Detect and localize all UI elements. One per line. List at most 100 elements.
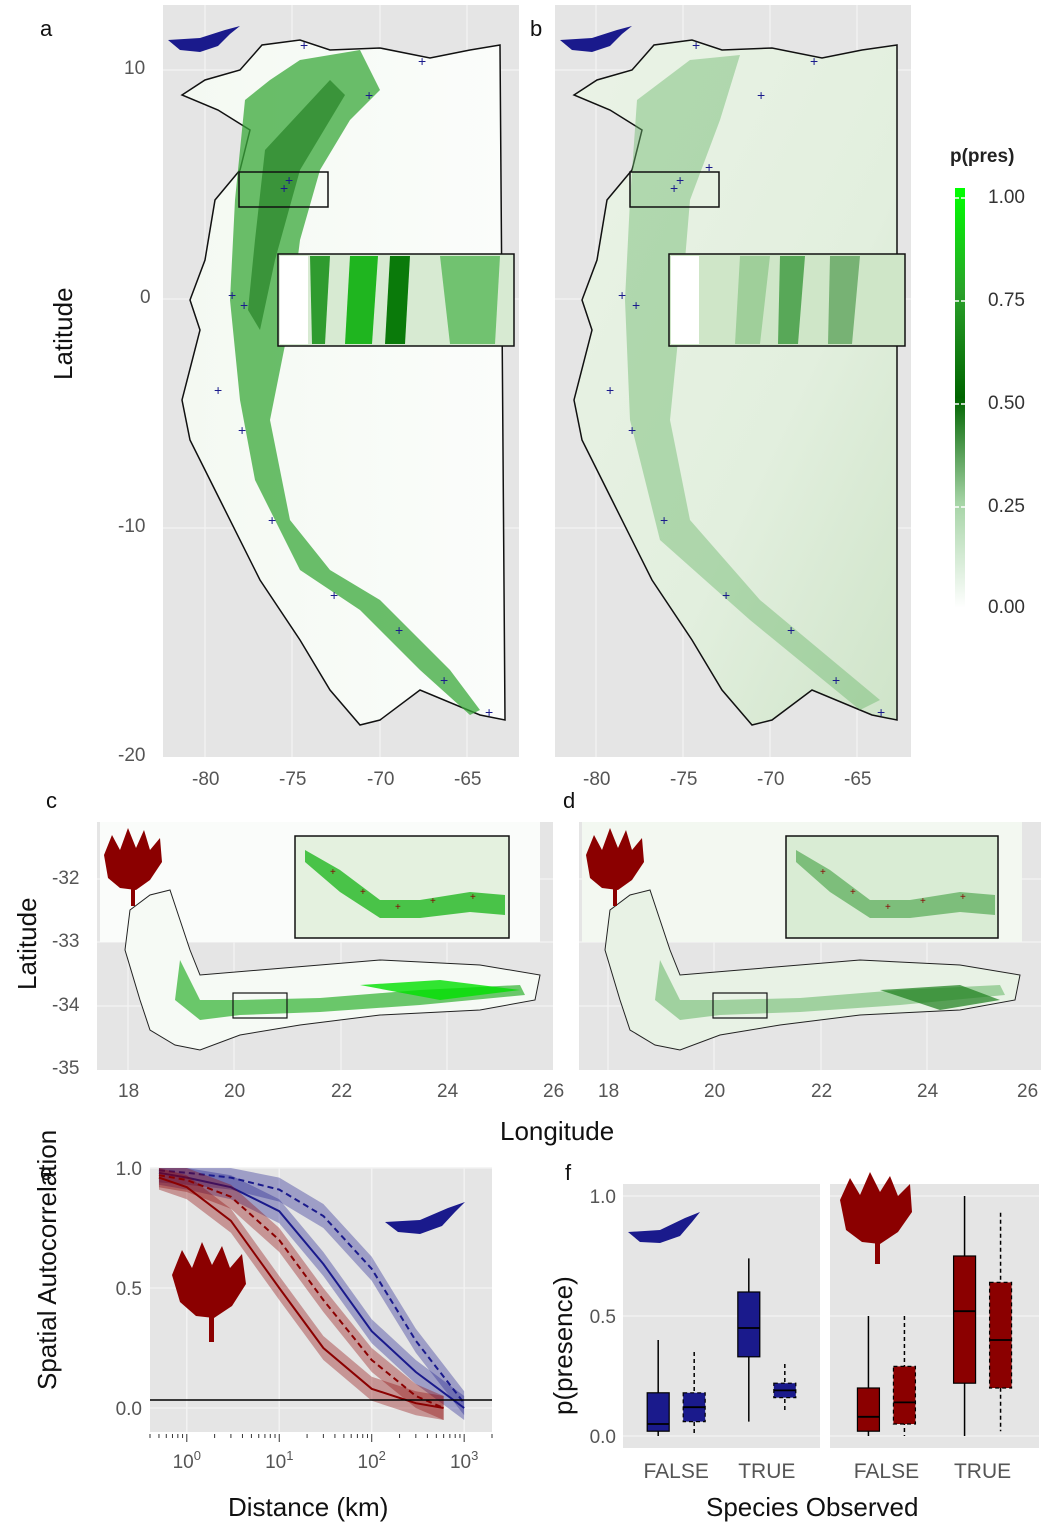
box (892, 1365, 917, 1425)
svg-text:+: + (485, 704, 493, 720)
xtick: TRUE (738, 1460, 795, 1483)
svg-text:+: + (820, 867, 826, 878)
svg-text:+: + (920, 896, 926, 907)
xtick: 101 (265, 1448, 293, 1473)
svg-text:+: + (430, 896, 436, 907)
ytick: 0.5 (590, 1307, 616, 1328)
xtick: 26 (543, 1081, 565, 1102)
inset-c: + + + + + (294, 835, 510, 939)
svg-text:+: + (722, 587, 730, 603)
bird-silhouette-icon (560, 26, 632, 52)
xtick: 22 (811, 1081, 833, 1102)
box (737, 1291, 761, 1358)
inset-a (277, 253, 515, 347)
svg-text:+: + (228, 287, 236, 303)
svg-text:+: + (238, 422, 246, 438)
svg-text:+: + (395, 622, 403, 638)
xtick: -70 (757, 769, 785, 790)
series-line (158, 1176, 444, 1409)
bottom-ylabel: Latitude (12, 897, 42, 990)
svg-text:+: + (280, 180, 288, 196)
ytick: 10 (124, 58, 146, 79)
xtick: 22 (331, 1081, 353, 1102)
ytick: -32 (52, 868, 80, 889)
xtick: 24 (917, 1081, 939, 1102)
ytick: 1.0 (116, 1159, 142, 1180)
svg-text:+: + (832, 672, 840, 688)
svg-text:+: + (365, 87, 373, 103)
svg-text:+: + (395, 902, 401, 913)
f-xlabel: Species Observed (706, 1492, 919, 1522)
xtick: -65 (844, 769, 872, 790)
legend-label: 0.75 (988, 290, 1025, 311)
series-line (158, 1169, 465, 1404)
e-ylabel: Spatial Autocorrelation (32, 1129, 62, 1390)
svg-text:+: + (628, 422, 636, 438)
svg-text:+: + (705, 159, 713, 175)
chart-e-svg: 1.0 0.5 0.0 100 101 102 103 (116, 1159, 493, 1473)
ytick: 1.0 (590, 1187, 616, 1208)
svg-text:+: + (618, 287, 626, 303)
bird-silhouette-icon (168, 26, 240, 52)
svg-text:+: + (670, 180, 678, 196)
top-maps-svg: +++ +++ +++ +++ ++ +++ +++ (163, 5, 965, 757)
protea-icon (840, 1172, 912, 1264)
map-panel-d: + + + + + (579, 822, 1041, 1070)
svg-text:+: + (877, 704, 885, 720)
svg-text:+: + (240, 297, 248, 313)
svg-text:+: + (632, 297, 640, 313)
svg-text:+: + (268, 512, 276, 528)
svg-text:+: + (692, 37, 700, 53)
legend-label: 0.50 (988, 393, 1025, 414)
box (646, 1392, 670, 1432)
xtick: -70 (367, 769, 395, 790)
panel-letter-f: f (565, 1160, 572, 1185)
xtick: 102 (358, 1448, 386, 1473)
xtick: 20 (224, 1081, 246, 1102)
svg-text:+: + (330, 867, 336, 878)
legend-label: 1.00 (988, 187, 1025, 208)
f-ylabel: p(presence) (548, 1276, 578, 1415)
svg-text:+: + (787, 622, 795, 638)
xtick: 100 (173, 1448, 201, 1473)
xtick: 18 (118, 1081, 140, 1102)
xtick: 20 (704, 1081, 726, 1102)
inset-d: + + + + + (785, 835, 999, 939)
box (952, 1255, 977, 1384)
ytick: 0.0 (590, 1427, 616, 1448)
svg-text:+: + (757, 87, 765, 103)
ytick: -20 (118, 745, 146, 766)
svg-text:+: + (285, 172, 293, 188)
map-panel-c: + + + + + (97, 822, 553, 1070)
xtick: 103 (450, 1448, 478, 1473)
xtick: -80 (192, 769, 220, 790)
series-line (158, 1171, 465, 1409)
chart-f-svg: FALSE TRUE FALSE TRUE 1.0 0.5 0.0 (590, 1172, 1039, 1483)
legend-label: 0.25 (988, 496, 1025, 517)
ytick: -33 (52, 931, 80, 952)
inset-b (668, 253, 906, 347)
protea-icon (586, 828, 644, 906)
bird-silhouette-icon (385, 1202, 465, 1234)
xtick: -80 (583, 769, 611, 790)
box (856, 1387, 881, 1432)
svg-text:+: + (330, 587, 338, 603)
svg-text:+: + (360, 887, 366, 898)
confidence-band (158, 1168, 444, 1420)
protea-icon (104, 828, 162, 906)
ytick: 0.5 (116, 1279, 142, 1300)
bottom-maps-svg: + + + + + + + + + + (97, 822, 1041, 1070)
xtick: TRUE (954, 1460, 1011, 1483)
box (988, 1281, 1013, 1389)
bottom-xlabel: Longitude (500, 1116, 615, 1146)
svg-text:+: + (885, 902, 891, 913)
panel-letter-a: a (40, 16, 53, 41)
legend-label: 0.00 (988, 597, 1025, 618)
svg-text:+: + (214, 382, 222, 398)
svg-text:+: + (418, 53, 426, 69)
panel-letter-e: e (40, 1160, 53, 1185)
ytick: -34 (52, 995, 80, 1016)
svg-text:+: + (660, 512, 668, 528)
svg-text:+: + (850, 887, 856, 898)
protea-icon (172, 1242, 246, 1342)
